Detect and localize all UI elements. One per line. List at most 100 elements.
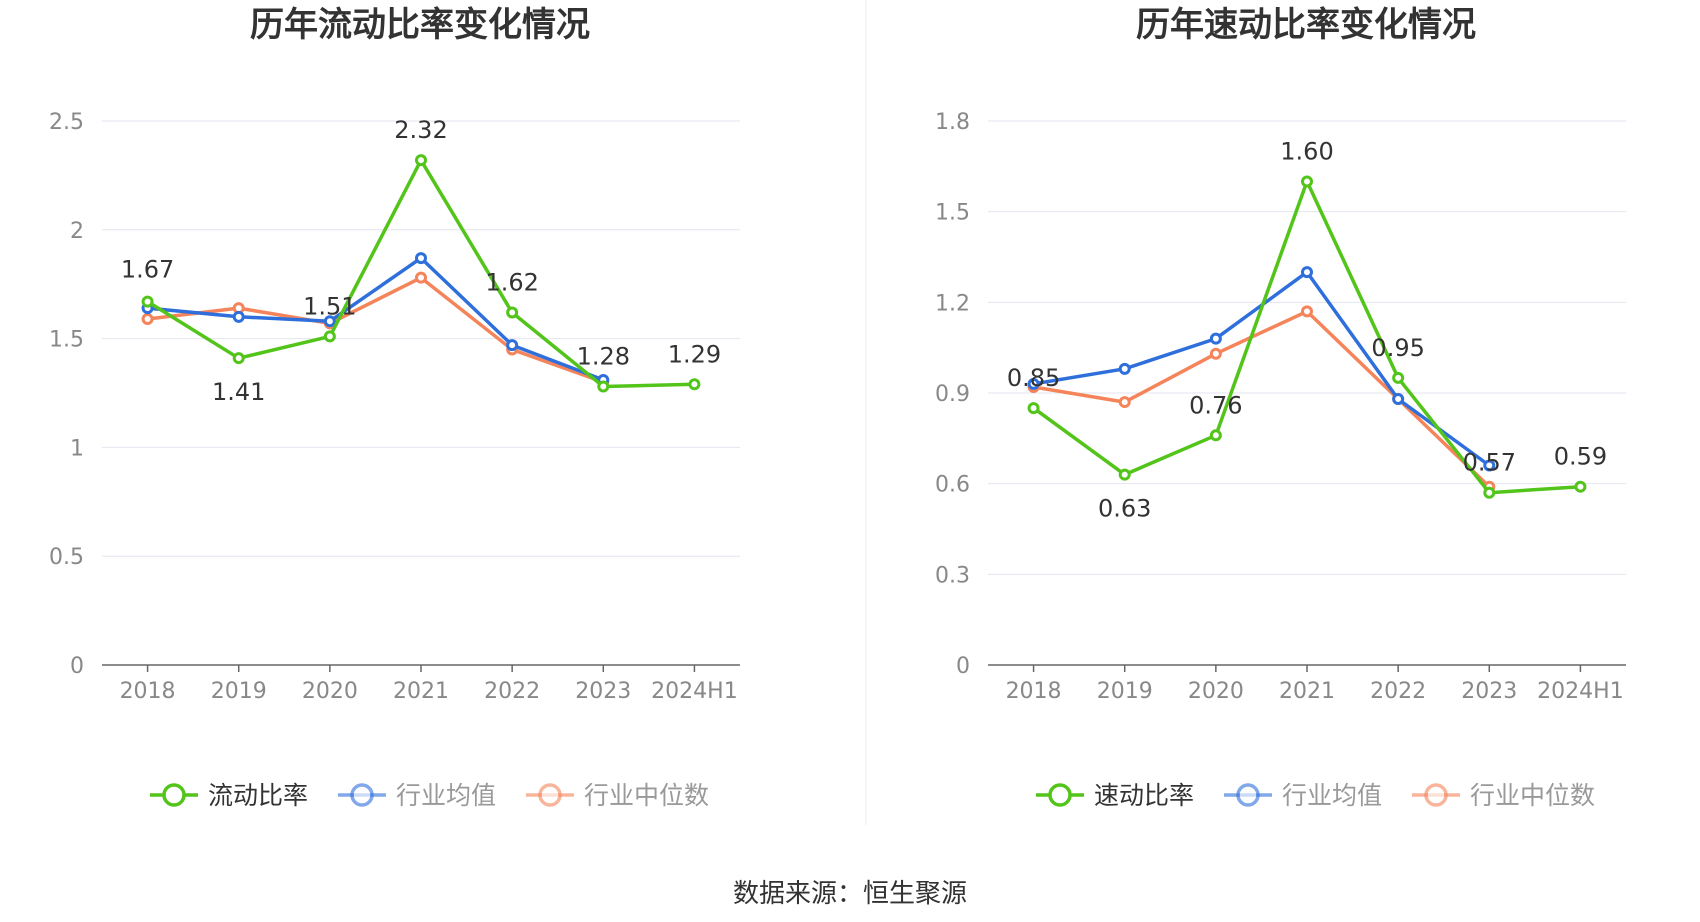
data-point xyxy=(1483,486,1496,499)
chart-panel-1: 历年流动比率变化情况 0 0.5 1 1.5 2 2.5 2018 2019 2020 2021 20… xyxy=(49,5,740,810)
x-tick-label: 2024H1 xyxy=(651,679,738,704)
x-tick-label: 2023 xyxy=(1461,679,1517,704)
x-tick-label: 2021 xyxy=(1279,679,1335,704)
data-point xyxy=(1301,305,1313,318)
data-label: 0.85 xyxy=(1007,364,1060,392)
legend-label: 流动比率 xyxy=(208,781,308,810)
x-tick-label: 2021 xyxy=(393,679,449,704)
y-tick-label: 1 xyxy=(70,436,84,461)
data-point xyxy=(597,380,610,393)
data-point xyxy=(506,306,519,319)
legend-label: 速动比率 xyxy=(1094,781,1194,810)
x-tick-label: 2022 xyxy=(484,679,540,704)
y-tick-label: 0.5 xyxy=(49,545,84,570)
data-point xyxy=(141,295,154,308)
x-tick-label: 2024H1 xyxy=(1537,679,1624,704)
series-line-3 xyxy=(1033,309,1491,488)
data-point xyxy=(1392,393,1405,406)
data-point xyxy=(323,315,336,328)
legend-item-3[interactable]: 行业中位数 xyxy=(526,781,709,810)
data-label: 1.51 xyxy=(303,292,356,320)
data-point xyxy=(1574,480,1587,493)
legend-marker xyxy=(1048,783,1072,807)
chart-panel-2: 历年速动比率变化情况 0 0.3 0.6 0.9 1.2 1.5 1.8 2018 2019 202… xyxy=(935,5,1626,810)
data-point xyxy=(1118,468,1131,481)
data-label: 1.67 xyxy=(121,256,174,284)
series-line-1 xyxy=(1032,179,1581,495)
data-point xyxy=(1027,377,1040,390)
data-point xyxy=(415,271,427,284)
data-label: 0.59 xyxy=(1554,443,1607,471)
y-tick-label: 1.5 xyxy=(49,328,84,353)
series-line-2 xyxy=(147,256,604,382)
x-tick-label: 2020 xyxy=(1188,679,1244,704)
data-source-note: 数据来源：恒生聚源 xyxy=(732,879,967,909)
legend-label: 行业均值 xyxy=(396,781,496,810)
legend-marker xyxy=(162,783,186,807)
data-point xyxy=(1301,175,1313,188)
legend-marker xyxy=(538,783,562,807)
chart-title: 历年速动比率变化情况 xyxy=(1136,5,1476,45)
data-point xyxy=(1392,371,1405,384)
y-tick-label: 0.3 xyxy=(935,563,970,588)
data-label: 1.28 xyxy=(577,342,630,370)
y-tick-label: 2 xyxy=(70,219,84,244)
data-point xyxy=(688,378,701,391)
legend-label: 行业中位数 xyxy=(584,781,709,810)
y-tick-label: 0 xyxy=(70,654,84,679)
data-point xyxy=(1118,362,1131,375)
data-point xyxy=(1483,459,1496,472)
data-point xyxy=(141,313,154,326)
data-point xyxy=(415,154,427,167)
legend-marker xyxy=(1236,783,1260,807)
y-tick-label: 1.2 xyxy=(935,291,970,316)
x-tick-label: 2018 xyxy=(1006,679,1062,704)
x-tick-label: 2019 xyxy=(1097,679,1153,704)
legend-item-2[interactable]: 行业均值 xyxy=(338,781,496,810)
x-tick-label: 2023 xyxy=(575,679,631,704)
data-label: 1.60 xyxy=(1280,137,1333,165)
data-point xyxy=(232,352,245,365)
y-tick-label: 0.9 xyxy=(935,382,970,407)
data-point xyxy=(415,252,427,265)
x-tick-label: 2019 xyxy=(211,679,267,704)
y-tick-label: 0 xyxy=(956,654,970,679)
data-point xyxy=(1301,266,1313,279)
data-label: 1.29 xyxy=(668,340,721,368)
legend-marker xyxy=(1424,783,1448,807)
data-point xyxy=(232,310,245,323)
legend-label: 行业均值 xyxy=(1282,781,1382,810)
data-label: 0.76 xyxy=(1189,391,1242,419)
data-point xyxy=(1209,429,1222,442)
data-label: 1.41 xyxy=(212,378,265,406)
data-point xyxy=(1118,396,1131,409)
legend-item-2[interactable]: 行业均值 xyxy=(1224,781,1382,810)
data-point xyxy=(323,330,336,343)
legend-marker xyxy=(350,783,374,807)
y-tick-label: 1.5 xyxy=(935,201,970,226)
data-point xyxy=(1209,332,1222,345)
legend-item-1[interactable]: 速动比率 xyxy=(1036,781,1194,810)
data-point xyxy=(506,339,519,352)
chart-title: 历年流动比率变化情况 xyxy=(250,5,590,45)
y-tick-label: 2.5 xyxy=(49,110,84,135)
y-tick-label: 1.8 xyxy=(935,110,970,135)
data-label: 0.95 xyxy=(1371,334,1424,362)
legend-item-3[interactable]: 行业中位数 xyxy=(1412,781,1595,810)
data-point xyxy=(1209,347,1222,360)
x-tick-label: 2018 xyxy=(120,679,176,704)
y-tick-label: 0.6 xyxy=(935,473,970,498)
data-label: 1.62 xyxy=(485,268,538,296)
series-line-3 xyxy=(147,275,604,384)
x-tick-label: 2020 xyxy=(302,679,358,704)
data-point xyxy=(1027,402,1040,415)
legend-label: 行业中位数 xyxy=(1470,781,1595,810)
data-label: 0.57 xyxy=(1463,449,1516,477)
legend-item-1[interactable]: 流动比率 xyxy=(150,781,308,810)
x-tick-label: 2022 xyxy=(1370,679,1426,704)
data-label: 0.63 xyxy=(1098,495,1151,523)
series-line-2 xyxy=(1033,270,1491,467)
data-label: 2.32 xyxy=(394,116,447,144)
